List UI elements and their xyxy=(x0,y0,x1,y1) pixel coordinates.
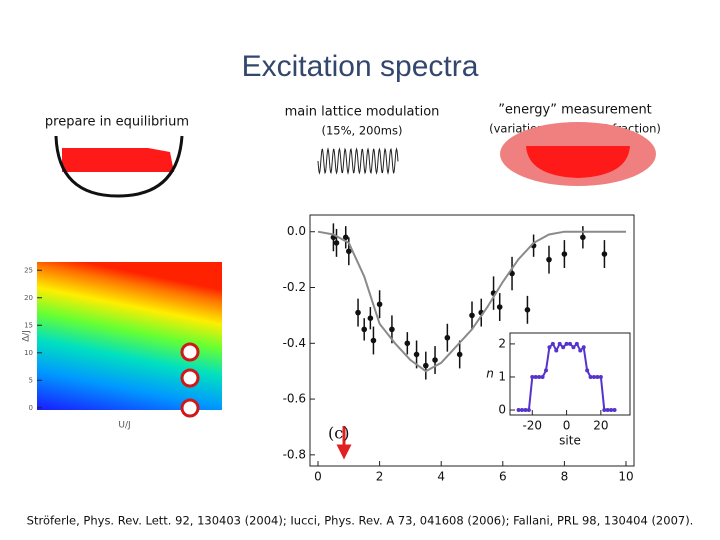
marker-circle xyxy=(180,368,200,388)
point xyxy=(537,374,542,379)
point xyxy=(557,341,562,346)
x-tick-label: 10 xyxy=(618,470,633,484)
point xyxy=(526,408,531,413)
y-tick-label: 1 xyxy=(498,369,506,383)
point xyxy=(546,256,552,263)
point xyxy=(432,357,438,363)
heatmap-image xyxy=(37,262,222,410)
point xyxy=(568,341,572,346)
point xyxy=(516,408,521,413)
point xyxy=(592,374,596,379)
step-detail: (15%, 200ms) xyxy=(322,124,403,138)
condensate-icon xyxy=(526,146,630,178)
x-tick-label: 0 xyxy=(314,470,322,484)
y-tick-label: -0.2 xyxy=(283,280,306,294)
point xyxy=(609,408,614,413)
point xyxy=(564,341,569,346)
point xyxy=(389,326,395,333)
x-tick-label: 6 xyxy=(499,470,507,484)
point xyxy=(547,345,552,350)
y-tick-label: 15 xyxy=(24,321,33,329)
point xyxy=(404,340,411,347)
line xyxy=(317,230,626,373)
point xyxy=(561,345,566,350)
marker-circle xyxy=(180,342,200,362)
y-tick-label: 5 xyxy=(29,376,33,384)
step-label: main lattice modulation xyxy=(285,105,440,120)
point xyxy=(376,301,383,308)
y-tick-label: -0.4 xyxy=(283,336,306,350)
point xyxy=(533,374,538,379)
point xyxy=(601,251,608,257)
point xyxy=(585,368,590,373)
point xyxy=(550,341,555,346)
point xyxy=(346,248,352,255)
point xyxy=(598,374,603,379)
x-axis-label: site xyxy=(559,434,581,448)
x-tick-label: 4 xyxy=(437,470,445,484)
point xyxy=(554,348,559,353)
marker-circle xyxy=(180,398,200,418)
point xyxy=(578,348,583,353)
point xyxy=(333,240,340,246)
x-tick-label: 2 xyxy=(376,470,384,484)
point xyxy=(571,345,576,350)
point xyxy=(605,408,610,413)
point xyxy=(574,341,579,346)
modulation-icon xyxy=(317,147,399,175)
point xyxy=(355,309,361,316)
plot-frame xyxy=(309,214,635,467)
point xyxy=(456,351,463,358)
point xyxy=(496,304,503,310)
y-tick-label: 25 xyxy=(24,266,33,274)
point xyxy=(370,337,377,344)
x-tick-label: 0 xyxy=(563,419,571,433)
point xyxy=(612,408,617,413)
y-tick-label: 0.0 xyxy=(287,224,306,238)
y-tick-label: 0 xyxy=(498,403,506,417)
y-tick-label: 10 xyxy=(24,349,33,357)
point xyxy=(423,362,429,369)
point xyxy=(342,234,349,241)
y-tick-label: 20 xyxy=(24,294,33,302)
point xyxy=(581,345,586,350)
point xyxy=(523,408,528,413)
slide-title: Excitation spectra xyxy=(242,50,479,83)
point xyxy=(524,307,531,313)
y-tick-label: 2 xyxy=(498,336,506,350)
point xyxy=(540,374,545,379)
step-label: ”energy” measurement xyxy=(498,103,652,118)
point xyxy=(361,326,368,333)
y-axis-label: Δ/J xyxy=(22,330,32,342)
point xyxy=(580,234,586,241)
point xyxy=(530,374,535,379)
point xyxy=(520,408,524,413)
step-label: prepare in equilibrium xyxy=(45,115,189,130)
y-tick-label: -0.8 xyxy=(283,447,306,461)
point xyxy=(469,312,475,319)
point xyxy=(367,315,374,321)
point xyxy=(602,408,607,413)
point xyxy=(561,251,568,257)
point xyxy=(444,334,451,341)
y-tick-label: -0.6 xyxy=(283,392,306,406)
point xyxy=(544,368,548,373)
annotation: (c) xyxy=(328,424,349,443)
trap-icon xyxy=(54,135,184,198)
point xyxy=(413,351,420,358)
condensate-icon xyxy=(62,148,174,172)
y-tick-label: 0 xyxy=(29,404,33,412)
citation: Ströferle, Phys. Rev. Lett. 92, 130403 (… xyxy=(27,514,694,528)
x-tick-label: -20 xyxy=(522,419,542,433)
x-tick-label: 20 xyxy=(593,419,608,433)
y-axis-label: n xyxy=(486,367,494,381)
point xyxy=(595,374,600,379)
x-tick-label: 8 xyxy=(561,470,569,484)
point xyxy=(588,374,593,379)
x-axis-label: U/J xyxy=(118,421,130,431)
